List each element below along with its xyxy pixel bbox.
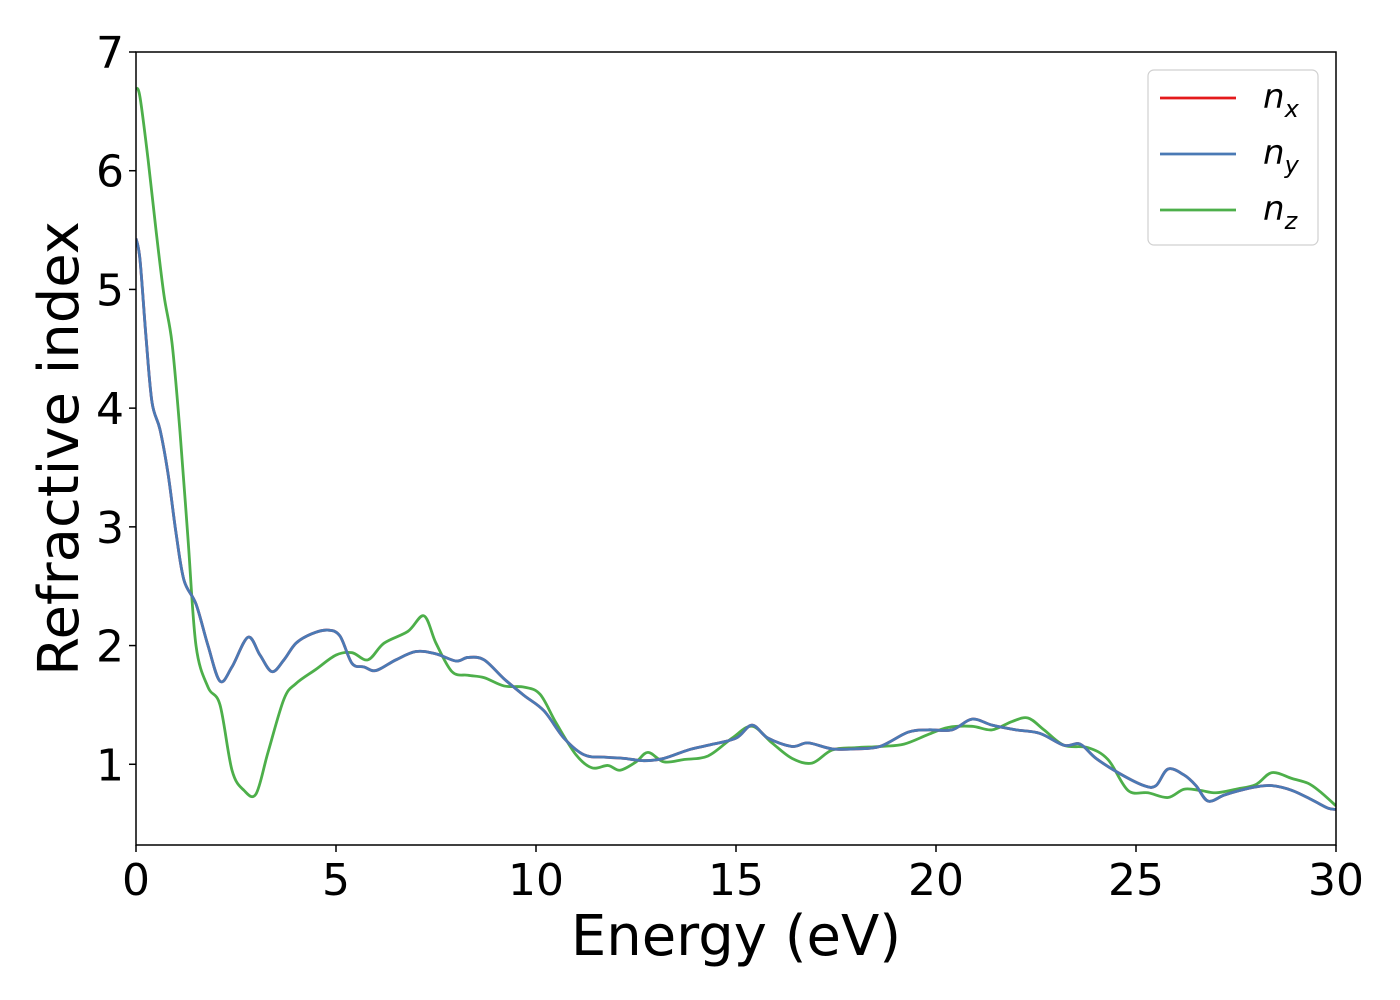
x-tick-label: 30 — [1308, 855, 1364, 906]
x-tick-label: 10 — [508, 855, 564, 906]
x-tick-label: 25 — [1108, 855, 1164, 906]
x-tick-label: 0 — [122, 855, 150, 906]
legend-label: ny — [1263, 133, 1300, 179]
legend-label: nx — [1263, 77, 1300, 123]
y-axis-ticks: 1 2 3 4 5 6 7 — [96, 28, 136, 791]
legend: nx ny nz — [1147, 69, 1319, 246]
x-tick-label: 15 — [708, 855, 764, 906]
y-tick-label: 5 — [96, 265, 124, 316]
x-tick-label: 20 — [908, 855, 964, 906]
y-axis-title: Refractive index — [27, 221, 92, 676]
x-tick-label: 5 — [322, 855, 350, 906]
y-tick-label: 1 — [96, 740, 124, 791]
series-line-n-x — [136, 238, 1336, 811]
series-line-n-y — [136, 238, 1336, 811]
x-axis-title: Energy (eV) — [571, 904, 901, 969]
y-tick-label: 2 — [96, 622, 124, 673]
y-tick-label: 3 — [96, 503, 124, 554]
plot-area — [136, 86, 1336, 811]
legend-box — [1147, 69, 1319, 246]
y-tick-label: 7 — [96, 28, 124, 79]
x-axis-ticks: 0 5 10 15 20 25 30 — [122, 845, 1364, 906]
legend-label: nz — [1263, 189, 1299, 235]
series-line-n-z — [136, 86, 1336, 807]
y-tick-label: 4 — [96, 384, 124, 435]
y-tick-label: 6 — [96, 147, 124, 198]
